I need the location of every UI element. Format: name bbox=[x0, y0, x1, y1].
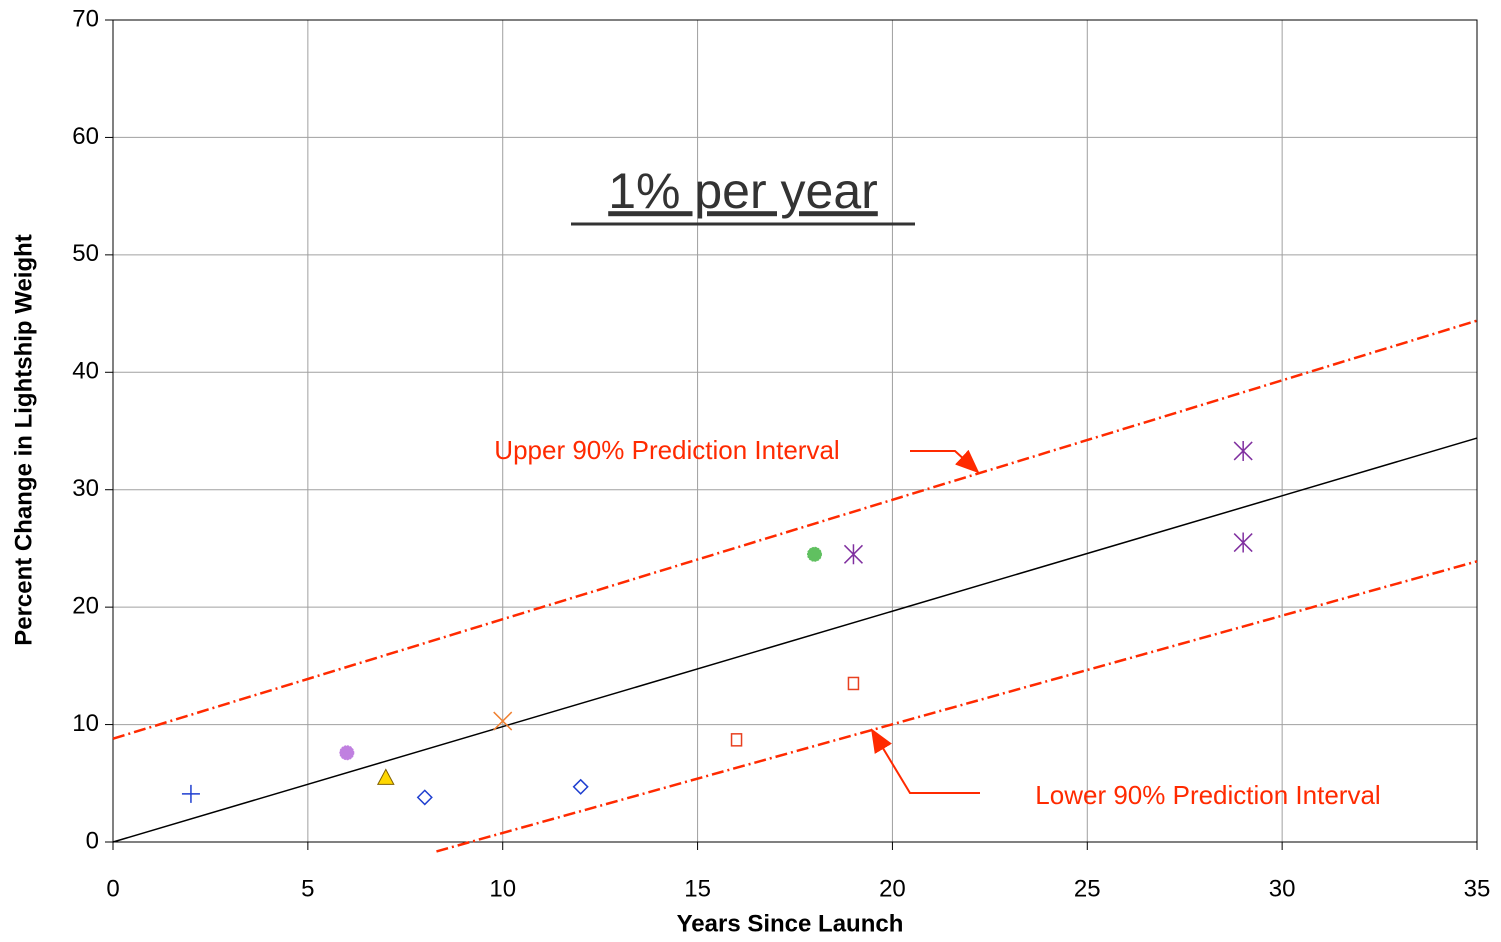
x-tick-label: 30 bbox=[1269, 875, 1296, 902]
x-tick-label: 10 bbox=[489, 875, 516, 902]
marker bbox=[416, 789, 433, 806]
y-tick-label: 10 bbox=[72, 710, 99, 737]
annotation: Lower 90% Prediction Interval bbox=[1035, 780, 1380, 810]
x-tick-label: 5 bbox=[301, 875, 314, 902]
marker bbox=[847, 676, 860, 691]
grid bbox=[112, 19, 1478, 843]
x-tick-label: 15 bbox=[684, 875, 711, 902]
fit-line bbox=[112, 437, 1478, 843]
y-tick-label: 0 bbox=[86, 827, 99, 854]
x-tick-label: 25 bbox=[1074, 875, 1101, 902]
x-tick-label: 20 bbox=[879, 875, 906, 902]
marker bbox=[806, 546, 822, 562]
marker bbox=[730, 733, 743, 747]
chart-title: 1% per year bbox=[608, 163, 878, 219]
y-tick-label: 20 bbox=[72, 592, 99, 619]
marker bbox=[339, 745, 355, 761]
fit-line bbox=[436, 560, 1478, 853]
y-tick-label: 60 bbox=[72, 123, 99, 150]
plot-frame bbox=[112, 19, 1478, 843]
marker bbox=[181, 784, 200, 803]
marker bbox=[376, 768, 395, 785]
y-tick-label: 50 bbox=[72, 240, 99, 267]
x-axis-label: Years Since Launch bbox=[677, 910, 904, 937]
marker bbox=[493, 711, 513, 731]
y-tick-label: 30 bbox=[72, 475, 99, 502]
marker bbox=[1233, 532, 1253, 553]
marker bbox=[1233, 440, 1253, 461]
y-axis-label: Percent Change in Lightship Weight bbox=[10, 234, 37, 646]
annotation-arrow bbox=[910, 449, 980, 474]
x-tick-label: 0 bbox=[106, 875, 119, 902]
y-tick-label: 70 bbox=[72, 5, 99, 32]
annotation-arrow bbox=[870, 728, 980, 794]
fit-line bbox=[112, 319, 1478, 740]
x-tick-label: 35 bbox=[1464, 875, 1491, 902]
y-tick-label: 40 bbox=[72, 358, 99, 385]
marker bbox=[843, 544, 863, 565]
marker bbox=[572, 778, 589, 795]
annotation: Upper 90% Prediction Interval bbox=[494, 435, 839, 465]
